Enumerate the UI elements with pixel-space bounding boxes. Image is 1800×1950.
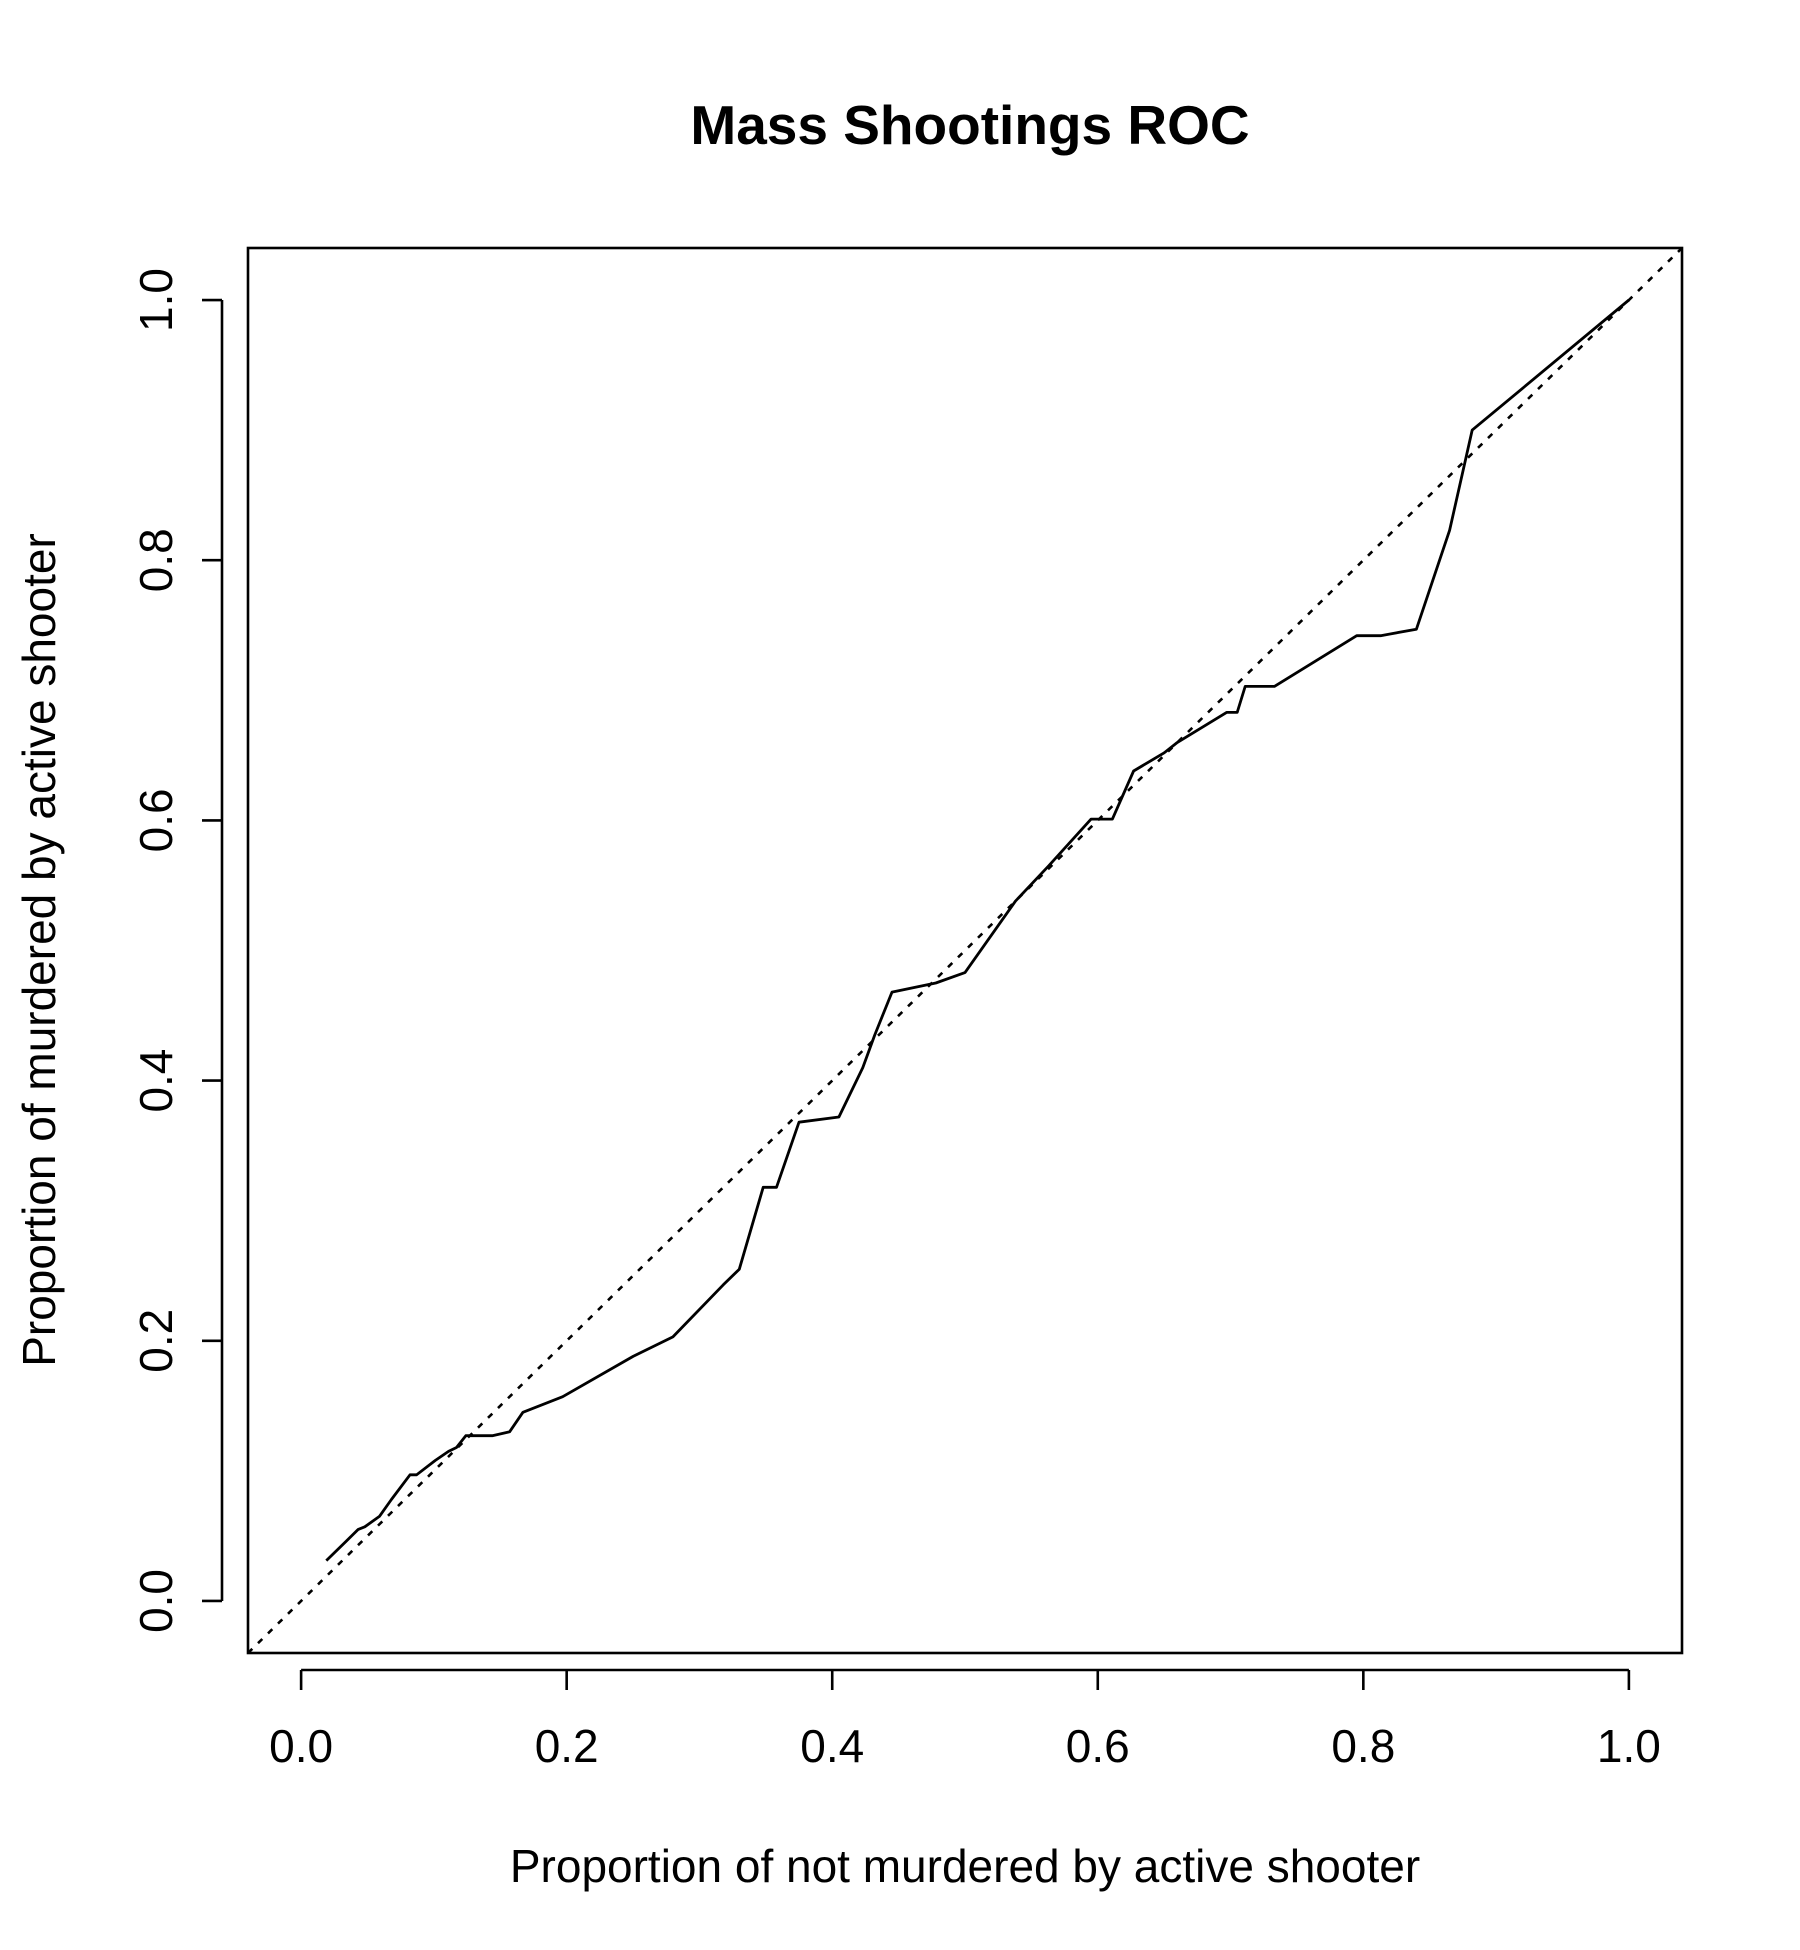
x-tick-label: 0.4 [800, 1720, 864, 1772]
y-tick-label: 0.6 [130, 788, 182, 852]
x-axis-ticks: 0.0 0.2 0.4 0.6 0.8 1.0 [269, 1670, 1661, 1772]
x-axis-label: Proportion of not murdered by active sho… [510, 1840, 1420, 1892]
chart-title: Mass Shootings ROC [690, 94, 1249, 156]
y-axis-label: Proportion of murdered by active shooter [13, 533, 65, 1367]
x-tick-label: 0.8 [1331, 1720, 1395, 1772]
y-tick-label: 0.0 [130, 1569, 182, 1633]
y-tick-label: 1.0 [130, 268, 182, 332]
x-tick-label: 0.0 [269, 1720, 333, 1772]
y-axis-ticks: 0.0 0.2 0.4 0.6 0.8 1.0 [130, 268, 222, 1633]
y-tick-label: 0.2 [130, 1309, 182, 1373]
y-tick-label: 0.8 [130, 528, 182, 592]
plot-frame [246, 246, 1684, 1655]
roc-curve-line [325, 298, 1630, 1562]
x-tick-label: 0.6 [1066, 1720, 1130, 1772]
x-tick-label: 0.2 [535, 1720, 599, 1772]
x-tick-label: 1.0 [1597, 1720, 1661, 1772]
y-tick-label: 0.4 [130, 1049, 182, 1113]
